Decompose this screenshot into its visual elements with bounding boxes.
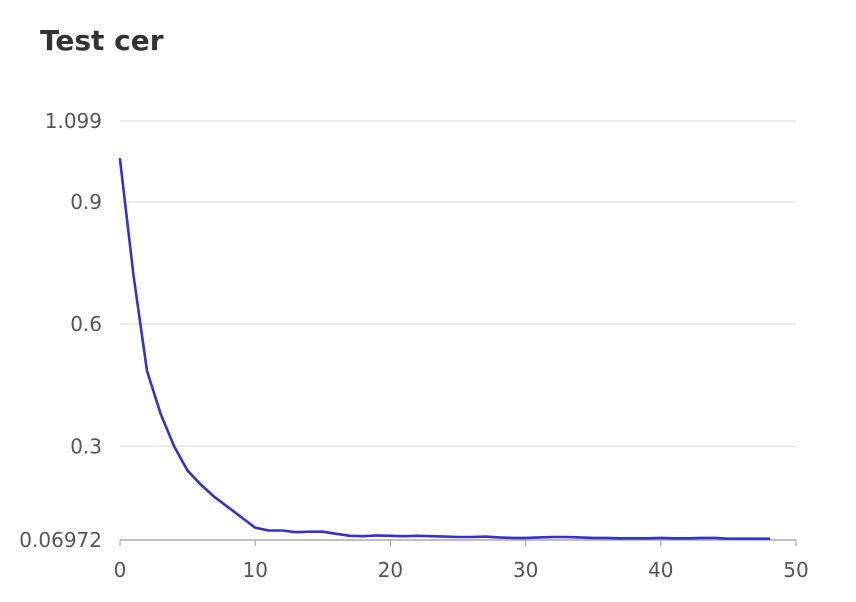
y-tick-label: 0.3 xyxy=(70,434,102,458)
series-line xyxy=(118,158,771,541)
x-tick-label: 10 xyxy=(242,558,267,582)
x-tick-labels: 0 10 20 30 40 50 xyxy=(114,540,809,582)
y-tick-label: 0.6 xyxy=(70,312,102,336)
series-lines xyxy=(118,158,771,541)
grid-lines xyxy=(120,120,796,447)
y-tick-label: 1.099 xyxy=(45,109,102,133)
x-tick-label: 40 xyxy=(648,558,673,582)
y-tick-label: 0.06972 xyxy=(19,528,102,552)
x-tick-label: 30 xyxy=(513,558,538,582)
y-tick-labels: 1.099 0.9 0.6 0.3 0.06972 xyxy=(19,109,102,552)
x-tick-label: 0 xyxy=(114,558,127,582)
chart-title: Test cer xyxy=(40,24,164,57)
y-tick-label: 0.9 xyxy=(70,190,102,214)
x-tick-label: 50 xyxy=(783,558,808,582)
x-tick-label: 20 xyxy=(378,558,403,582)
